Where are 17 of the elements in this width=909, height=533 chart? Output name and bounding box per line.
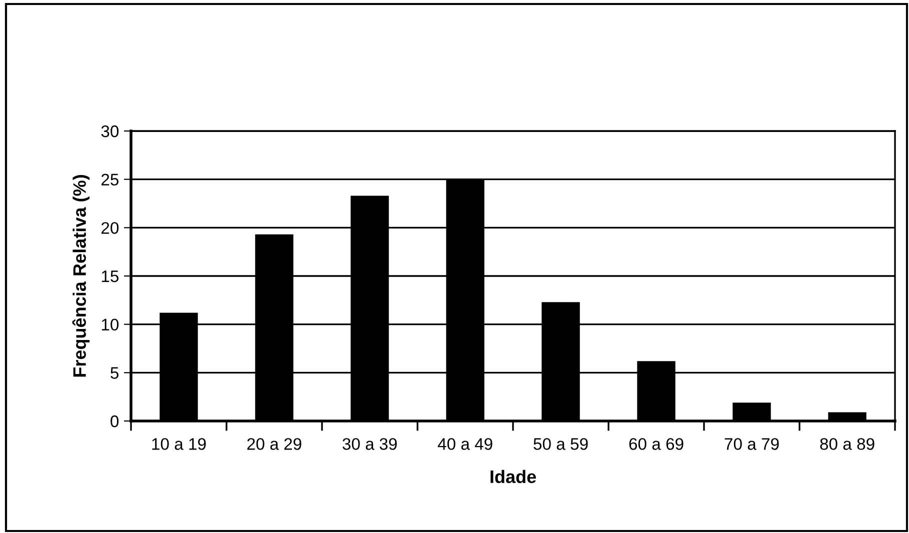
y-tick-label: 0 <box>110 415 119 428</box>
y-tick-label: 25 <box>101 174 118 186</box>
x-tick-label: 10 a 19 <box>152 438 206 450</box>
x-axis-title: Idade <box>490 470 536 484</box>
x-tick-label: 80 a 89 <box>820 438 874 450</box>
x-tick-label: 70 a 79 <box>724 438 779 450</box>
y-axis-title: Frequência Relativa (%) <box>72 175 90 377</box>
y-tick-label: 10 <box>102 318 119 331</box>
y-tick-label: 15 <box>102 270 118 282</box>
y-tick-label: 30 <box>101 125 119 138</box>
x-tick-label: 30 a 39 <box>342 438 397 450</box>
x-tick-label: 20 a 29 <box>247 438 302 450</box>
x-tick-label: 50 a 59 <box>534 438 588 450</box>
x-tick-label: 60 a 69 <box>629 438 684 450</box>
x-tick-label: 40 a 49 <box>438 438 492 450</box>
y-tick-label: 20 <box>101 222 119 234</box>
y-tick-label: 5 <box>110 367 118 379</box>
